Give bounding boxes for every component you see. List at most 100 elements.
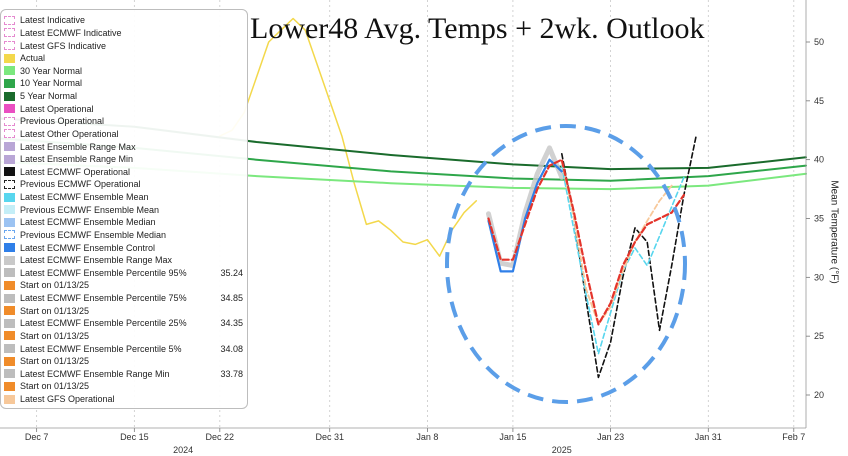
legend-swatch [4, 192, 15, 202]
actual-line [219, 17, 478, 257]
x-tick-label: Dec 22 [206, 432, 235, 442]
legend-value: 34.08 [220, 343, 243, 354]
x-tick-label: Dec 15 [120, 432, 149, 442]
x-tick-label: Feb 7 [782, 432, 805, 442]
year-label: 2024 [173, 445, 193, 455]
legend-item: Start on 01/13/25 [4, 304, 247, 317]
legend-item: 10 Year Normal [4, 77, 247, 90]
legend-item: Latest Other Operational [4, 128, 247, 141]
legend-item: Latest Ensemble Range Min [4, 153, 247, 166]
legend-item: 5 Year Normal [4, 90, 247, 103]
legend-swatch [4, 66, 15, 76]
legend-item: Latest ECMWF Ensemble Percentile 75% 34.8… [4, 292, 247, 305]
legend-label: Latest ECMWF Ensemble Percentile 75% [20, 293, 187, 304]
legend-swatch [4, 142, 15, 152]
legend-label: Previous Operational [20, 116, 105, 127]
y-tick-label: 20 [814, 390, 824, 400]
latest-operational-line [487, 158, 686, 326]
legend-label: Latest ECMWF Ensemble Percentile 95% [20, 267, 187, 278]
legend-item: Latest ECMWF Ensemble Control [4, 241, 247, 254]
series-layer [0, 17, 807, 379]
legend-item: Latest ECMWF Ensemble Median [4, 216, 247, 229]
legend-swatch [4, 205, 15, 215]
legend-label: Latest ECMWF Ensemble Percentile 25% [20, 318, 187, 329]
legend-label: Latest GFS Indicative [20, 40, 107, 51]
annotation-layer [445, 124, 687, 404]
legend-swatch [4, 230, 15, 240]
legend-item: Start on 01/13/25 [4, 330, 247, 343]
axis-layer: Dec 7 Dec 15 Dec 22 Dec 31 Jan 8 Jan 15 Jan 23… [0, 0, 824, 455]
legend-item: Latest GFS Indicative [4, 39, 247, 52]
latest-gfs-operational-line [560, 161, 673, 326]
highlight-ellipse [445, 124, 687, 404]
legend-swatch [4, 381, 15, 391]
legend-label: Latest ECMWF Operational [20, 166, 131, 177]
legend-label: Start on 01/13/25 [20, 305, 90, 316]
legend-swatch [4, 53, 15, 63]
legend-label: Latest GFS Operational [20, 394, 115, 405]
legend-swatch [4, 104, 15, 114]
y-tick-label: 25 [814, 331, 824, 341]
legend-label: Latest ECMWF Ensemble Range Max [20, 255, 173, 266]
legend-swatch [4, 91, 15, 101]
y-tick-label: 40 [814, 155, 824, 165]
legend-item: Latest Ensemble Range Max [4, 140, 247, 153]
legend-label: Actual [20, 53, 46, 64]
legend-swatch [4, 78, 15, 88]
legend-item: 30 Year Normal [4, 65, 247, 78]
legend-label: Start on 01/13/25 [20, 330, 90, 341]
legend-swatch [4, 268, 15, 278]
legend-item: Start on 01/13/25 [4, 380, 247, 393]
legend-item: Start on 01/13/25 [4, 279, 247, 292]
chart-legend: Latest Indicative Latest ECMWF Indicative… [0, 9, 248, 409]
legend-swatch [4, 293, 15, 303]
legend-label: 5 Year Normal [20, 91, 78, 102]
legend-swatch [4, 243, 15, 253]
legend-swatch [4, 116, 15, 126]
y-tick-label: 30 [814, 272, 824, 282]
legend-item: Previous ECMWF Ensemble Median [4, 229, 247, 242]
y-tick-label: 35 [814, 214, 824, 224]
year-label: 2025 [552, 445, 572, 455]
legend-label: Previous ECMWF Ensemble Median [20, 229, 167, 240]
legend-label: 10 Year Normal [20, 78, 83, 89]
legend-label: Start on 01/13/25 [20, 356, 90, 367]
legend-item: Latest GFS Operational [4, 393, 247, 406]
legend-value: 35.24 [220, 267, 243, 278]
legend-swatch [4, 15, 15, 25]
legend-swatch [4, 394, 15, 404]
legend-label: Latest Operational [20, 103, 94, 114]
legend-item: Latest Operational [4, 102, 247, 115]
legend-label: 30 Year Normal [20, 65, 83, 76]
legend-swatch [4, 41, 15, 51]
legend-swatch [4, 306, 15, 316]
x-tick-label: Jan 15 [499, 432, 526, 442]
y-tick-label: 45 [814, 96, 824, 106]
legend-swatch [4, 179, 15, 189]
legend-label: Latest ECMWF Ensemble Percentile 5% [20, 343, 182, 354]
legend-label: Latest ECMWF Indicative [20, 27, 122, 38]
x-tick-label: Jan 31 [695, 432, 722, 442]
legend-swatch [4, 318, 15, 328]
legend-item: Latest ECMWF Operational [4, 166, 247, 179]
legend-label: Latest ECMWF Ensemble Mean [20, 192, 149, 203]
legend-item: Start on 01/13/25 [4, 355, 247, 368]
legend-item: Previous ECMWF Ensemble Mean [4, 203, 247, 216]
x-tick-label: Jan 8 [416, 432, 438, 442]
legend-swatch [4, 356, 15, 366]
legend-label: Previous ECMWF Operational [20, 179, 141, 190]
legend-item: Latest Indicative [4, 14, 247, 27]
legend-label: Latest ECMWF Ensemble Control [20, 242, 156, 253]
legend-value: 34.35 [220, 318, 243, 329]
legend-swatch [4, 217, 15, 227]
legend-item: Latest ECMWF Ensemble Percentile 5% 34.08 [4, 342, 247, 355]
legend-swatch [4, 331, 15, 341]
legend-swatch [4, 344, 15, 354]
chart-title: Lower48 Avg. Temps + 2wk. Outlook [250, 12, 705, 45]
legend-item: Latest ECMWF Ensemble Range Max [4, 254, 247, 267]
legend-label: Latest Ensemble Range Max [20, 141, 136, 152]
x-tick-label: Dec 7 [25, 432, 49, 442]
legend-label: Start on 01/13/25 [20, 280, 90, 291]
legend-label: Previous ECMWF Ensemble Mean [20, 204, 160, 215]
